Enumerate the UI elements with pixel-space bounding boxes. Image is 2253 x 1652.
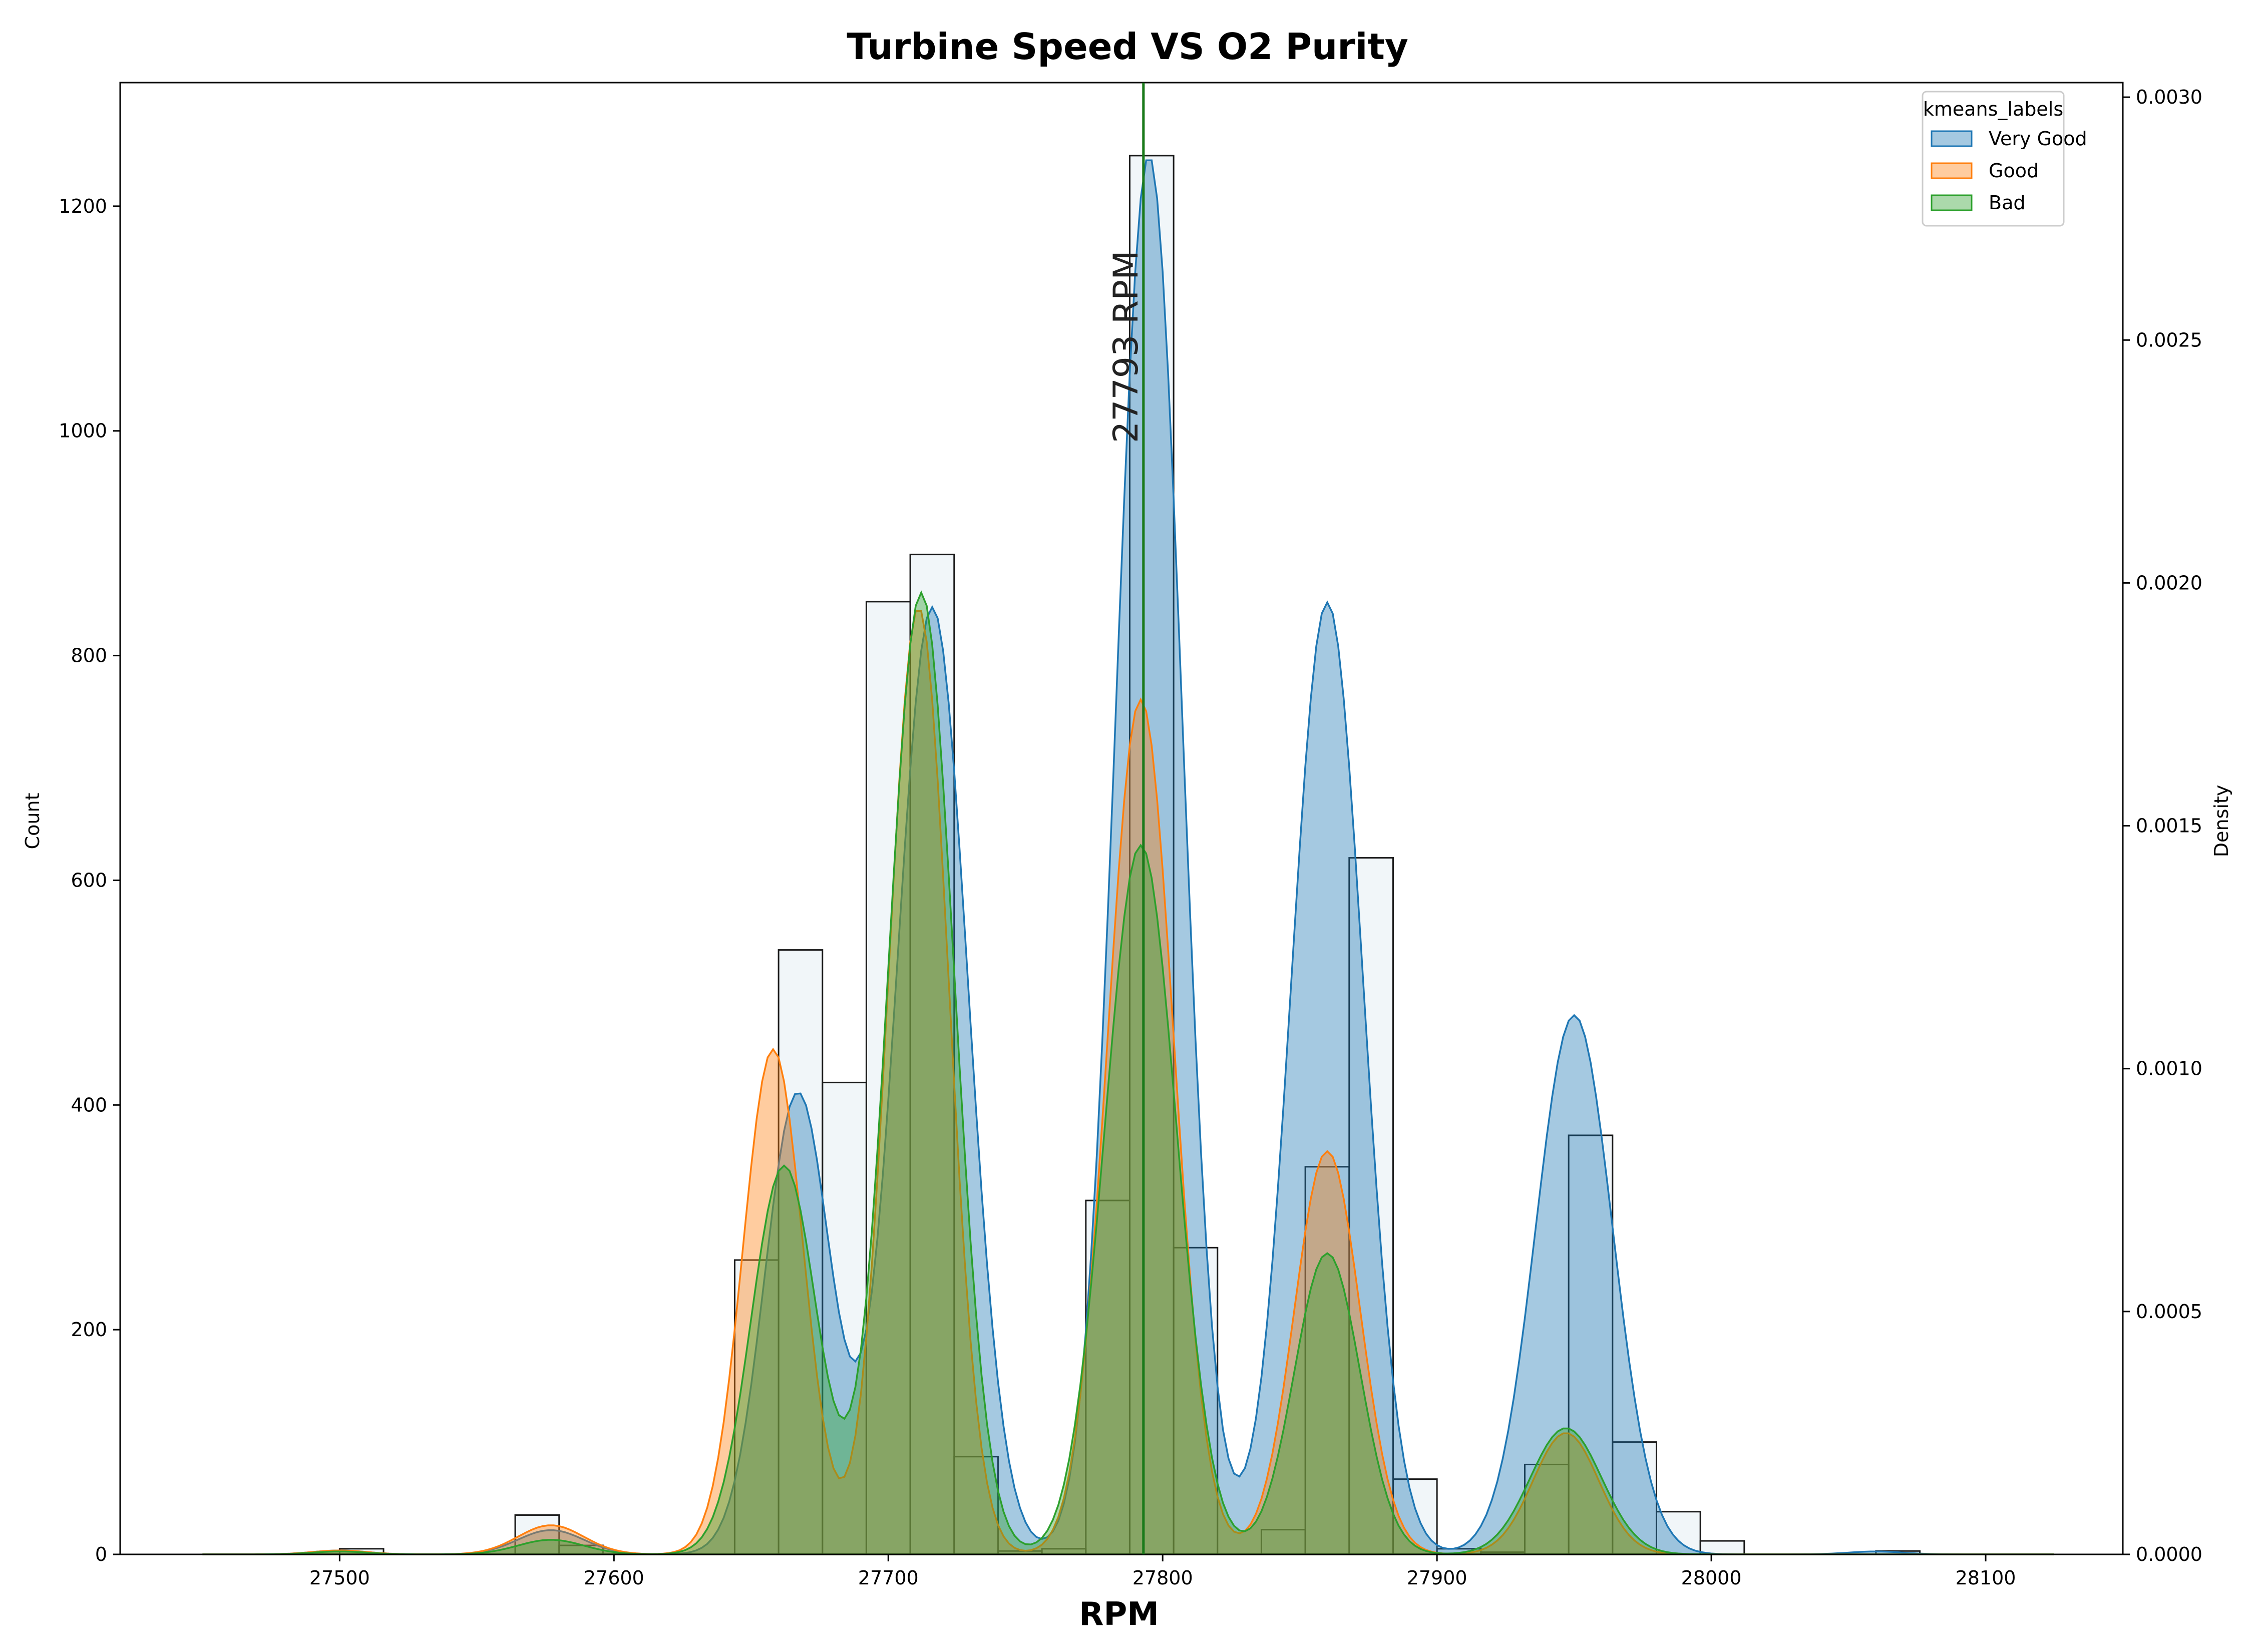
x-tick-label: 27700: [858, 1567, 919, 1589]
y-axis-right: 0.0000 0.0005 0.0010 0.0015 0.0020 0.0025 0.00…: [2123, 86, 2202, 1565]
y-axis-left: 0 200 400 600 800 1000 1200: [59, 195, 120, 1565]
y-left-tick-label: 200: [71, 1319, 107, 1341]
y-axis-label-left: Count: [22, 793, 44, 850]
histogram-bar: [1304, 1166, 1350, 1555]
axes-frame: [119, 82, 2124, 1555]
y-left-tick-label: 600: [71, 869, 107, 891]
x-axis: 27500 27600 27700 27800 27900 28000 28100: [309, 1554, 2016, 1589]
histogram-bar: [778, 949, 824, 1555]
x-axis-label: RPM: [1079, 1596, 1159, 1633]
legend: kmeans_labels Very Good Good Bad: [1922, 91, 2087, 227]
histogram-bar: [865, 601, 911, 1555]
legend-swatch-bad: [1931, 194, 1973, 211]
y-right-tick-label: 0.0000: [2136, 1543, 2202, 1565]
legend-label: Good: [1989, 160, 2039, 182]
legend-swatch-very-good: [1931, 130, 1973, 147]
x-tick-label: 27800: [1133, 1567, 1193, 1589]
y-right-tick-label: 0.0005: [2136, 1301, 2202, 1323]
plot-area: [202, 155, 2055, 1555]
legend-swatch-good: [1931, 162, 1973, 179]
histogram-bar: [1260, 1529, 1306, 1555]
y-left-tick-label: 1000: [59, 420, 107, 442]
x-tick-label: 27900: [1407, 1567, 1467, 1589]
histogram-bar: [1348, 857, 1394, 1555]
y-right-tick-label: 0.0015: [2136, 815, 2202, 837]
x-tick-label: 27500: [309, 1567, 370, 1589]
annotation-layer: 27793 RPM: [1106, 83, 1146, 1554]
x-tick-label: 28000: [1681, 1567, 1742, 1589]
legend-label: Very Good: [1989, 128, 2087, 150]
y-right-tick-label: 0.0020: [2136, 572, 2202, 594]
histogram-bar: [733, 1259, 780, 1555]
legend-label: Bad: [1989, 192, 2025, 214]
histogram-bar: [1129, 155, 1175, 1555]
histogram-bar: [1612, 1441, 1657, 1555]
y-right-tick-label: 0.0030: [2136, 86, 2202, 108]
y-left-tick-label: 1200: [59, 195, 107, 217]
y-left-tick-label: 800: [71, 645, 107, 667]
histogram-bar: [1699, 1540, 1745, 1555]
y-left-tick-label: 400: [71, 1094, 107, 1116]
legend-box: [1922, 91, 2065, 227]
legend-title: kmeans_labels: [1923, 98, 2063, 120]
x-tick-label: 27600: [584, 1567, 644, 1589]
vertical-marker-label: 27793 RPM: [1106, 250, 1146, 443]
y-right-tick-label: 0.0010: [2136, 1058, 2202, 1080]
chart-title: Turbine Speed VS O2 Purity: [847, 26, 1408, 68]
x-tick-label: 28100: [1956, 1567, 2016, 1589]
y-axis-label-right: Density: [2210, 785, 2232, 857]
y-left-tick-label: 0: [95, 1543, 107, 1565]
y-right-tick-label: 0.0025: [2136, 329, 2202, 351]
